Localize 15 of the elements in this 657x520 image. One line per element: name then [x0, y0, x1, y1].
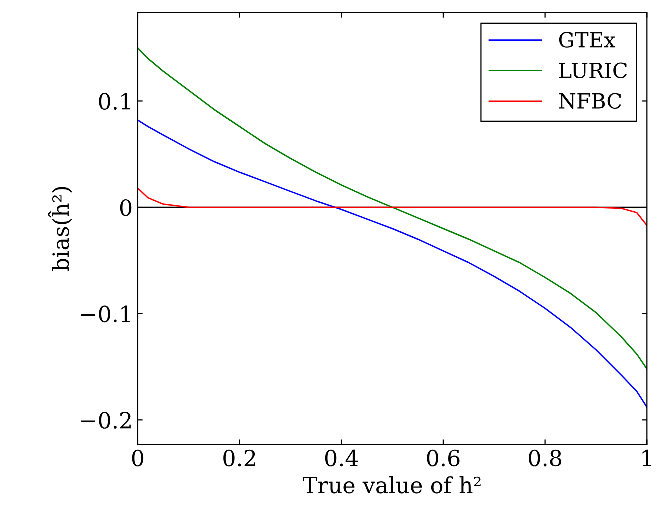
legend-label: LURIC [559, 62, 628, 78]
y-axis-title: bias(ĥ²) [48, 187, 72, 272]
x-tick-label: 1 [642, 450, 652, 466]
y-tick-label: −0.2 [82, 412, 131, 429]
legend-label: GTEx [559, 32, 616, 48]
x-tick-label: 0.6 [427, 450, 460, 467]
x-tick-label: 0.2 [224, 450, 256, 467]
y-tick-label: 0 [120, 199, 132, 216]
x-tick-label: 0.8 [529, 450, 562, 467]
legend-label: NFBC [559, 93, 622, 110]
x-tick-label: 0.4 [325, 450, 358, 467]
y-tick-label: 0.1 [99, 93, 130, 110]
x-tick-label: 0 [132, 450, 144, 467]
x-axis-title: True value of h² [303, 476, 481, 494]
y-tick-label: −0.1 [82, 306, 130, 323]
